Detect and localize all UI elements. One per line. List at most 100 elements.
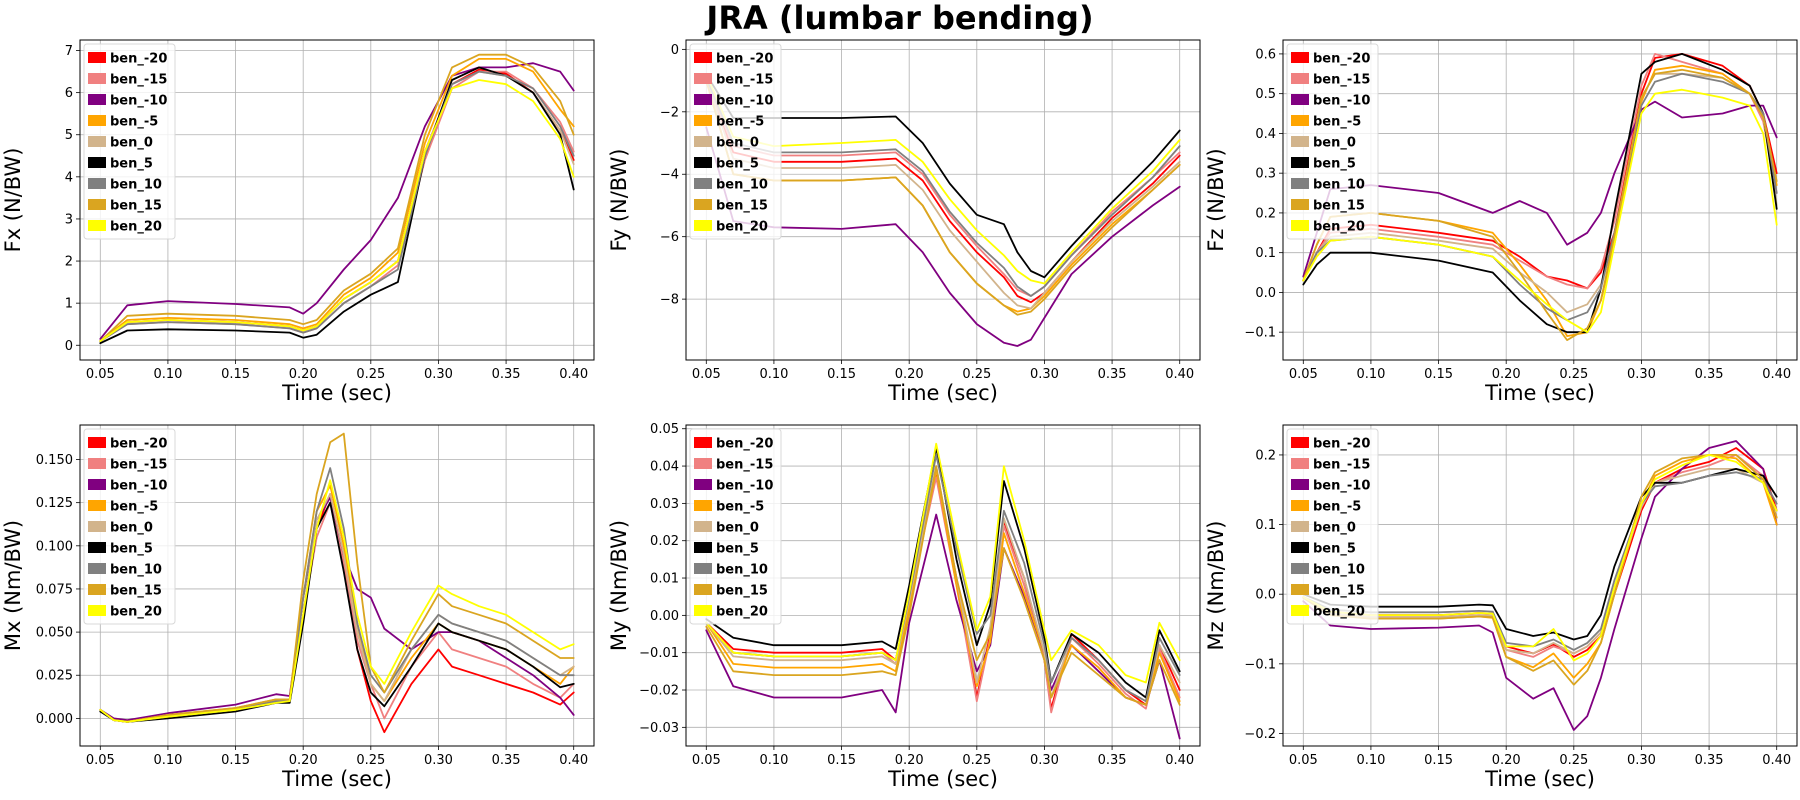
- y-tick-label: 0.05: [650, 422, 679, 437]
- x-tick-label: 0.15: [221, 367, 250, 382]
- legend-box: [83, 428, 176, 625]
- x-tick-label: 0.40: [559, 753, 588, 768]
- legend: ben_-20 ben_-15 ben_-10 ben_-5 ben_0 ben_5ben…: [83, 43, 176, 240]
- series-line-ben_15: [1302, 453, 1778, 686]
- legend-label: ben_20: [110, 605, 162, 620]
- legend-swatch: [1291, 500, 1309, 511]
- y-tick-label: 0.00: [650, 609, 679, 624]
- legend-label: ben_20: [1313, 605, 1365, 620]
- y-tick-label: 0.0: [1255, 286, 1276, 301]
- legend-box: [1286, 428, 1379, 625]
- x-tick-label: 0.25: [1559, 753, 1588, 768]
- x-tick-label: 0.25: [962, 367, 991, 382]
- legend-swatch: [1291, 220, 1309, 231]
- legend-label: ben_15: [110, 199, 162, 214]
- x-tick-label: 0.15: [827, 367, 856, 382]
- x-tick-label: 0.05: [1289, 753, 1318, 768]
- legend-swatch: [1291, 178, 1309, 189]
- legend-label: ben_20: [716, 605, 768, 620]
- y-tick-label: 0.0: [1255, 588, 1276, 603]
- y-tick-label: −6: [660, 230, 679, 245]
- subplot-grid: 0.05 0.10 0.15 0.20 0.25 0.30 0.35 0.4001234567…: [1, 39, 1798, 791]
- series-lines: [1302, 440, 1778, 731]
- legend-label: ben_-15: [716, 458, 773, 473]
- legend-label: ben_10: [716, 178, 768, 193]
- y-tick-label: −8: [660, 293, 679, 308]
- legend-swatch: [694, 136, 712, 147]
- y-tick-label: −0.02: [639, 684, 679, 699]
- x-axis-label: Time (sec): [887, 381, 998, 405]
- y-axis-label: Mz (Nm/BW): [1204, 521, 1228, 651]
- legend-swatch: [1291, 115, 1309, 126]
- y-tick-label: 7: [65, 44, 73, 59]
- legend-swatch: [88, 199, 106, 210]
- legend-swatch: [1291, 73, 1309, 84]
- series-line-ben_5: [99, 66, 575, 345]
- legend-swatch: [694, 220, 712, 231]
- x-tick-label: 0.05: [86, 753, 115, 768]
- legend-swatch: [694, 605, 712, 616]
- legend-label: ben_20: [110, 220, 162, 235]
- legend-swatch: [88, 584, 106, 595]
- y-tick-label: 0.6: [1255, 47, 1276, 62]
- legend-swatch: [88, 479, 106, 490]
- series-line-ben_10: [99, 70, 575, 343]
- legend-label: ben_-20: [716, 437, 773, 452]
- legend-swatch: [1291, 157, 1309, 168]
- legend-label: ben_5: [716, 157, 759, 172]
- x-tick-label: 0.15: [1424, 753, 1453, 768]
- y-tick-label: 0.3: [1255, 167, 1276, 182]
- series-line-ben_0: [705, 79, 1181, 310]
- legend-label: ben_-5: [110, 115, 158, 130]
- legend-label: ben_-10: [1313, 479, 1370, 494]
- legend-label: ben_-20: [110, 52, 167, 67]
- series-line-ben_5: [99, 501, 575, 723]
- legend-swatch: [694, 157, 712, 168]
- x-tick-label: 0.40: [559, 367, 588, 382]
- x-axis-label: Time (sec): [281, 767, 392, 791]
- series-lines: [705, 442, 1181, 740]
- legend-swatch: [1291, 521, 1309, 532]
- x-tick-label: 0.35: [1098, 367, 1127, 382]
- legend-label: ben_10: [716, 563, 768, 578]
- series-line-ben_-10: [1302, 440, 1778, 731]
- x-tick-label: 0.10: [1356, 367, 1385, 382]
- legend-swatch: [694, 479, 712, 490]
- series-line-ben_15: [705, 465, 1181, 706]
- series-line-ben_5: [705, 73, 1181, 279]
- y-axis-label: Fz (N/BW): [1204, 148, 1228, 251]
- y-tick-label: 0.5: [1255, 87, 1276, 102]
- subplot-my: 0.05 0.10 0.15 0.20 0.25 0.30 0.35 0.40 −0.03 −0.…: [607, 422, 1201, 791]
- legend-label: ben_20: [1313, 220, 1365, 235]
- legend-swatch: [88, 458, 106, 469]
- legend-swatch: [88, 500, 106, 511]
- x-tick-label: 0.20: [895, 753, 924, 768]
- x-tick-label: 0.30: [424, 753, 453, 768]
- legend-label: ben_5: [110, 542, 153, 557]
- axes-frame: [79, 39, 595, 361]
- series-line-ben_-10: [99, 62, 575, 340]
- legend-box: [1286, 43, 1379, 240]
- legend-box: [83, 43, 176, 240]
- legend-label: ben_15: [716, 584, 768, 599]
- legend-swatch: [1291, 437, 1309, 448]
- x-tick-label: 0.20: [289, 367, 318, 382]
- x-tick-label: 0.30: [1030, 753, 1059, 768]
- x-tick-label: 0.40: [1762, 753, 1791, 768]
- x-tick-label: 0.15: [1424, 367, 1453, 382]
- series-lines: [705, 73, 1181, 347]
- y-tick-label: 0.000: [36, 712, 73, 727]
- legend-swatch: [88, 437, 106, 448]
- legend-label: ben_-10: [1313, 94, 1370, 109]
- legend-label: ben_15: [110, 584, 162, 599]
- legend-label: ben_0: [1313, 521, 1356, 536]
- legend-swatch: [1291, 199, 1309, 210]
- series-line-ben_10: [1302, 471, 1778, 651]
- legend-label: ben_10: [1313, 563, 1365, 578]
- legend-label: ben_10: [110, 178, 162, 193]
- y-tick-label: 0.2: [1255, 206, 1276, 221]
- series-line-ben_15: [99, 432, 575, 723]
- legend-swatch: [1291, 605, 1309, 616]
- series-lines: [99, 53, 575, 345]
- legend-label: ben_-10: [716, 479, 773, 494]
